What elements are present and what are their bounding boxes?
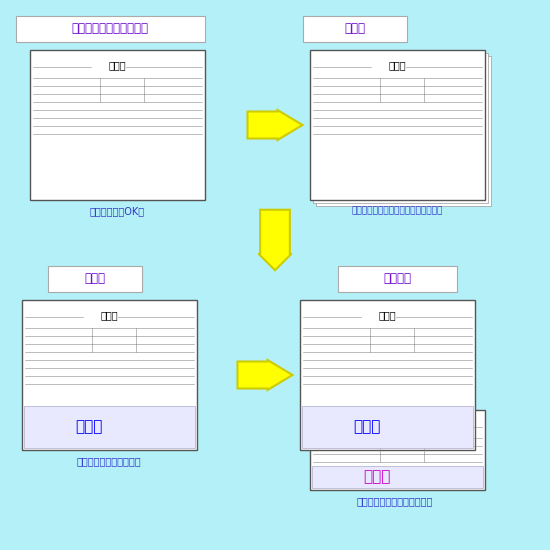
Text: 手書き: 手書き (85, 272, 106, 285)
FancyBboxPatch shape (316, 56, 491, 206)
Text: 一枚ずつ書式をプリント: 一枚ずつ書式をプリント (72, 23, 148, 36)
Polygon shape (238, 360, 293, 390)
Text: なまえ: なまえ (353, 420, 380, 435)
FancyBboxPatch shape (48, 266, 142, 292)
FancyBboxPatch shape (22, 300, 197, 450)
FancyBboxPatch shape (302, 406, 473, 448)
Text: なまえ: なまえ (75, 420, 102, 435)
Text: 重ねる: 重ねる (344, 23, 366, 36)
Text: なまえ: なまえ (363, 469, 390, 485)
FancyBboxPatch shape (303, 16, 407, 42)
Text: ボールペンで書きます。: ボールペンで書きます。 (76, 456, 141, 466)
FancyBboxPatch shape (310, 410, 485, 490)
FancyBboxPatch shape (312, 466, 483, 488)
FancyBboxPatch shape (338, 266, 457, 292)
Polygon shape (248, 110, 302, 140)
Text: 申込書: 申込書 (101, 310, 118, 320)
Text: 申込書: 申込書 (389, 60, 406, 70)
FancyBboxPatch shape (24, 406, 195, 448)
Text: 下に複写: 下に複写 (383, 272, 411, 285)
Text: 申込書: 申込書 (389, 420, 406, 430)
Text: 必要に応じてホッチキス等で止める。: 必要に応じてホッチキス等で止める。 (351, 206, 443, 215)
Text: コピー機でもOK！: コピー機でもOK！ (90, 206, 145, 216)
FancyBboxPatch shape (30, 50, 205, 200)
FancyBboxPatch shape (313, 53, 488, 203)
FancyBboxPatch shape (300, 300, 475, 450)
FancyBboxPatch shape (16, 16, 205, 42)
Text: 申込書: 申込書 (379, 310, 397, 320)
Polygon shape (258, 210, 292, 270)
Text: 申込書: 申込書 (109, 60, 126, 70)
Text: 書いた文字が下に写ります。: 書いた文字が下に写ります。 (357, 496, 433, 506)
FancyBboxPatch shape (310, 50, 485, 200)
